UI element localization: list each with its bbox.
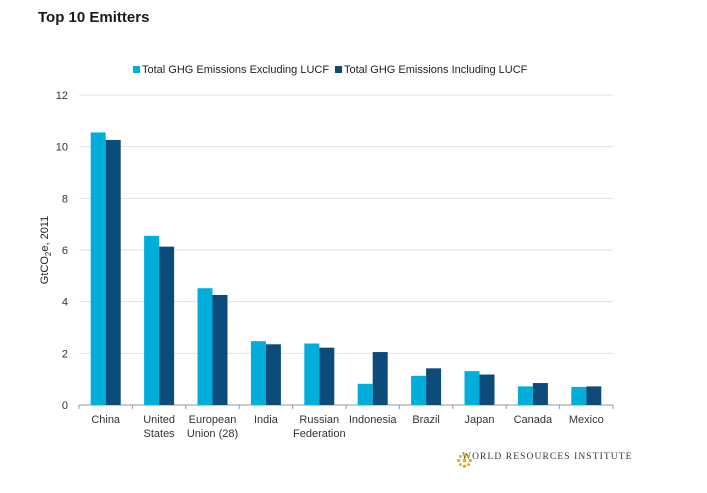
bar-including-lucf [586,386,602,405]
y-tick-label: 8 [62,193,68,205]
legend-label: Total GHG Emissions Including LUCF [344,64,528,76]
bar-excluding-lucf [411,375,427,405]
bar-including-lucf [105,139,121,405]
bar-including-lucf [159,246,175,405]
wri-flower-logo-icon [457,453,472,468]
bar-excluding-lucf [517,386,533,405]
category-label: Japan [465,414,495,426]
chart-title: Top 10 Emitters [38,9,150,26]
y-tick-label: 0 [62,400,68,412]
bar-excluding-lucf [464,371,480,405]
bar-excluding-lucf [197,288,213,405]
bar-including-lucf [479,374,495,405]
category-label: Brazil [412,414,440,426]
category-label: Canada [514,414,553,426]
category-label: Mexico [569,414,604,426]
legend-swatch [133,66,140,73]
wri-brand-text: WORLD RESOURCES INSTITUTE [462,452,633,462]
bar-excluding-lucf [144,235,160,405]
bar-excluding-lucf [304,343,320,405]
category-label: China [91,414,121,426]
y-tick-label: 10 [56,142,68,154]
y-tick-label: 12 [56,90,68,102]
y-tick-label: 2 [62,348,68,360]
category-label: European Union (28) [187,414,238,440]
bar-excluding-lucf [250,341,266,405]
y-tick-label: 4 [62,297,68,309]
bar-excluding-lucf [357,383,373,405]
bar-including-lucf [319,347,335,405]
category-label: Russian Federation [293,414,346,440]
category-label: Indonesia [349,414,398,426]
bar-including-lucf [426,368,442,405]
category-label: India [254,414,279,426]
wri-footer: WORLD RESOURCES INSTITUTE [456,452,633,468]
bar-excluding-lucf [90,132,106,406]
bar-including-lucf [532,383,548,405]
legend-label: Total GHG Emissions Excluding LUCF [142,64,329,76]
legend-swatch [335,66,342,73]
y-tick-label: 6 [62,245,68,257]
bar-including-lucf [372,352,388,405]
y-axis-label: GtCO2e, 2011 [39,216,53,284]
bar-including-lucf [212,294,228,405]
bar-including-lucf [265,344,281,405]
category-label: United States [143,414,175,440]
bar-excluding-lucf [571,386,587,405]
